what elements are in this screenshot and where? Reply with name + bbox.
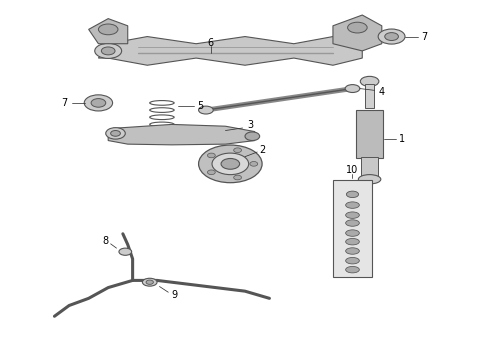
Ellipse shape [250, 162, 258, 166]
Ellipse shape [106, 128, 125, 139]
Ellipse shape [358, 175, 381, 184]
Text: 7: 7 [61, 98, 67, 108]
Polygon shape [333, 15, 382, 51]
Text: 8: 8 [103, 236, 109, 246]
Ellipse shape [111, 131, 121, 136]
Ellipse shape [207, 170, 215, 175]
Ellipse shape [146, 280, 153, 284]
Polygon shape [89, 19, 128, 44]
Text: 6: 6 [208, 38, 214, 48]
Text: 4: 4 [379, 87, 385, 97]
Ellipse shape [91, 99, 106, 107]
Ellipse shape [212, 153, 248, 175]
Text: 3: 3 [247, 120, 253, 130]
Ellipse shape [346, 191, 359, 198]
Polygon shape [108, 125, 255, 145]
Ellipse shape [345, 85, 360, 93]
Bar [365, 84, 374, 108]
Ellipse shape [345, 212, 359, 219]
Ellipse shape [345, 257, 359, 264]
Text: 9: 9 [171, 290, 177, 300]
Ellipse shape [234, 148, 242, 153]
Ellipse shape [143, 278, 157, 286]
Ellipse shape [101, 47, 115, 55]
Ellipse shape [234, 175, 242, 180]
Ellipse shape [221, 158, 240, 169]
Ellipse shape [245, 132, 260, 140]
Ellipse shape [385, 33, 398, 41]
Bar [356, 110, 383, 158]
Text: 2: 2 [259, 144, 265, 154]
Ellipse shape [345, 220, 359, 226]
Ellipse shape [378, 29, 405, 44]
Ellipse shape [345, 202, 359, 208]
Bar [333, 180, 372, 277]
Ellipse shape [119, 248, 132, 255]
Ellipse shape [345, 230, 359, 236]
Ellipse shape [198, 106, 213, 114]
Text: 7: 7 [422, 32, 428, 41]
Bar [361, 157, 378, 176]
Ellipse shape [345, 266, 359, 273]
Ellipse shape [347, 22, 367, 33]
Ellipse shape [98, 24, 118, 35]
Ellipse shape [95, 43, 122, 58]
Text: 1: 1 [399, 134, 405, 144]
Ellipse shape [198, 145, 262, 183]
Text: 5: 5 [197, 102, 203, 112]
Polygon shape [98, 37, 362, 65]
Ellipse shape [360, 76, 379, 86]
Text: 10: 10 [346, 165, 359, 175]
Ellipse shape [345, 248, 359, 254]
Ellipse shape [84, 95, 113, 111]
Ellipse shape [207, 153, 215, 158]
Ellipse shape [345, 238, 359, 245]
